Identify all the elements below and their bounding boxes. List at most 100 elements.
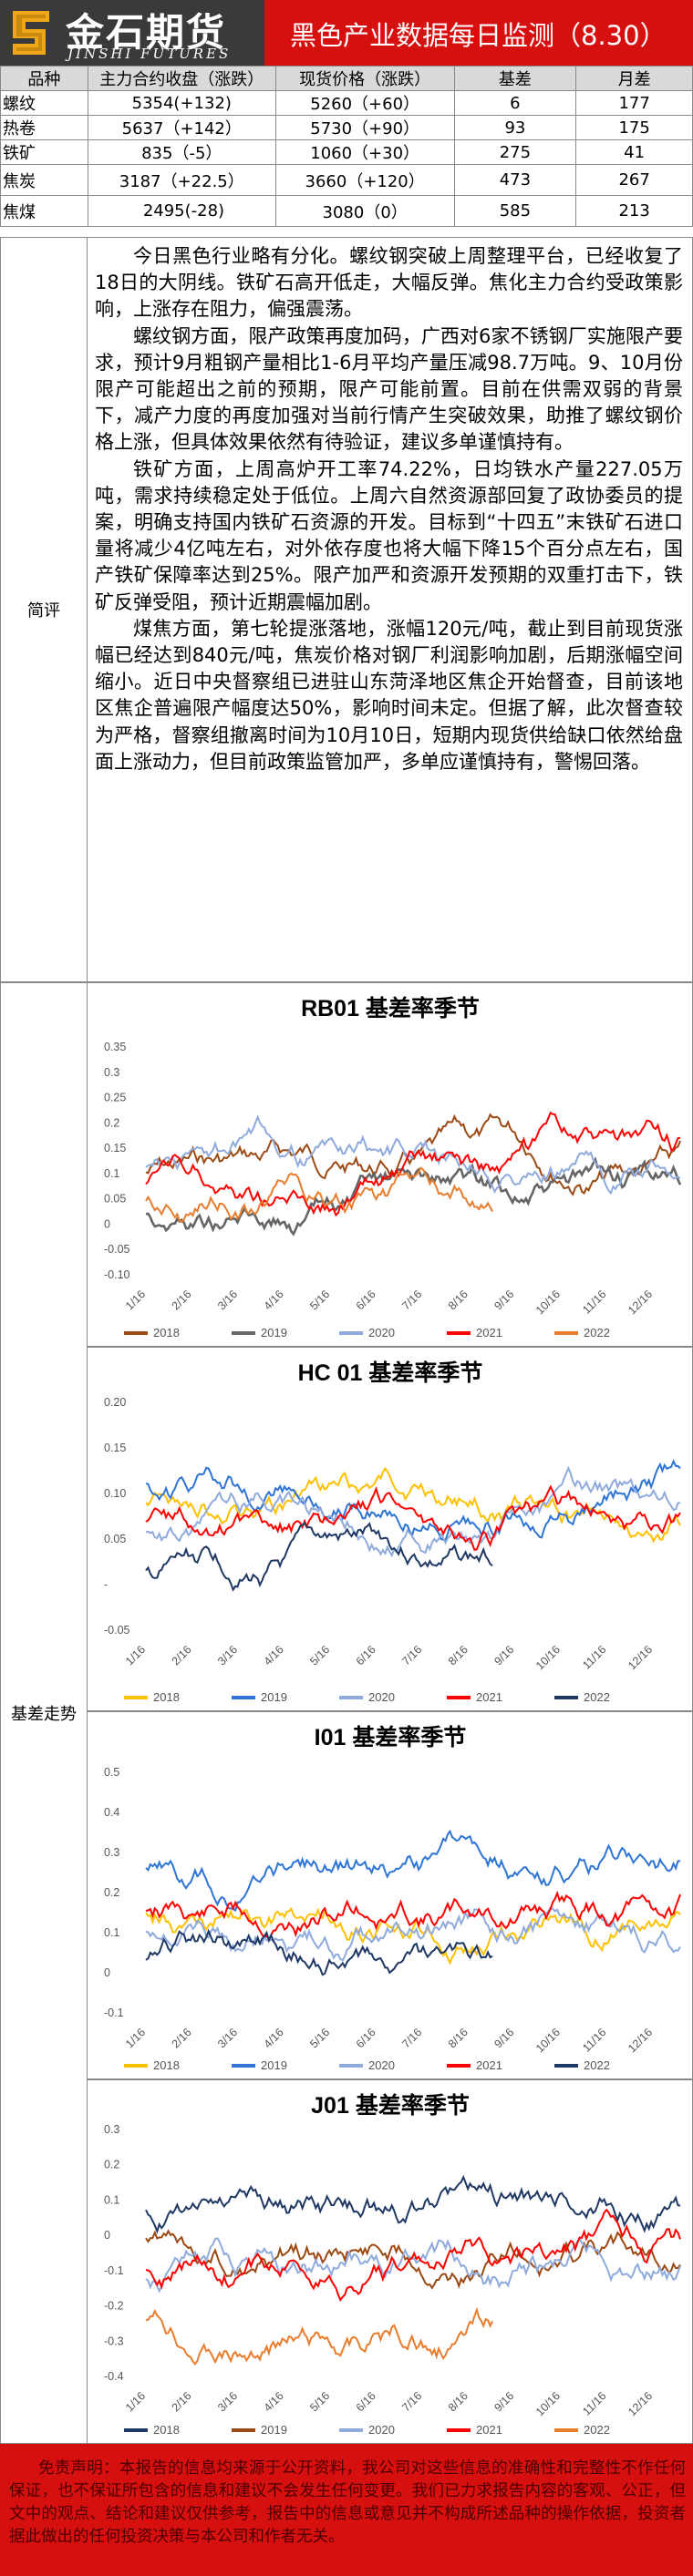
y-tick-label: 0.3 [104, 1846, 119, 1859]
x-tick-label: 8/16 [446, 2026, 471, 2050]
x-tick-label: 8/16 [446, 1643, 471, 1668]
series-line [145, 2208, 681, 2303]
row-basis: 93 [453, 115, 577, 140]
y-tick-label: 0.2 [104, 1116, 119, 1129]
x-tick-label: 8/16 [446, 1288, 471, 1312]
x-tick-label: 10/16 [533, 2026, 563, 2055]
x-tick-label: 4/16 [262, 2389, 286, 2414]
series-line [145, 1156, 682, 1237]
row-spot: 3660（+120） [274, 164, 455, 196]
summary-label: 简评 [0, 237, 88, 982]
table-row: 铁矿 835（-5） 1060（+30） 275 41 [0, 139, 693, 165]
row-close: 835（-5） [87, 139, 276, 165]
y-tick-label: 0.1 [104, 1167, 119, 1180]
row-close: 5354(+132) [87, 90, 276, 116]
y-tick-label: -0.2 [104, 2300, 124, 2313]
x-tick-label: 12/16 [626, 2026, 655, 2055]
y-tick-label: 0.3 [104, 2123, 119, 2136]
row-basis: 275 [453, 139, 577, 165]
row-spread: 175 [575, 115, 693, 140]
row-basis: 585 [453, 195, 577, 227]
x-tick-label: 3/16 [215, 2026, 240, 2050]
row-variety: 螺纹 [0, 90, 88, 116]
legend-label: 2018 [153, 2423, 180, 2437]
chart-title: HC 01 基差率季节 [298, 1360, 483, 1386]
series-line [145, 1466, 681, 1544]
row-variety: 焦煤 [0, 195, 88, 227]
x-tick-label: 2/16 [170, 2026, 194, 2050]
y-tick-label: -0.05 [104, 1243, 130, 1256]
x-tick-label: 3/16 [215, 1643, 240, 1668]
x-tick-label: 9/16 [491, 1643, 516, 1668]
legend-label: 2020 [368, 2423, 395, 2437]
y-tick-label: -0.4 [104, 2370, 124, 2383]
legend-label: 2020 [368, 1326, 395, 1339]
x-tick-label: 7/16 [399, 2389, 424, 2414]
y-tick-label: 0.3 [104, 1066, 119, 1079]
series-line [145, 1928, 493, 1976]
series-line [145, 2174, 681, 2234]
table-row: 螺纹 5354(+132) 5260（+60） 6 177 [0, 90, 693, 116]
summary-paragraph: 铁矿方面，上周高炉开工率74.22%，日均铁水产量227.05万吨，需求持续稳定… [95, 457, 683, 613]
series-line [145, 2306, 493, 2366]
x-tick-label: 8/16 [446, 2389, 471, 2414]
x-tick-label: 1/16 [123, 2389, 148, 2414]
row-spot: 5730（+90） [274, 115, 455, 140]
series-line [145, 2236, 681, 2294]
legend-label: 2020 [368, 1690, 395, 1704]
legend-label: 2019 [261, 2423, 287, 2437]
y-tick-label: 0.20 [104, 1396, 126, 1409]
col-header-spot: 现货价格（涨跌） [274, 66, 455, 91]
x-tick-label: 11/16 [580, 1288, 608, 1316]
x-tick-label: 9/16 [491, 2026, 516, 2050]
chart-svg: J01 基差率季节 0.3 0.2 0.1 0 -0.1 -0.2 -0.3 -0.4 1/16 2… [104, 2092, 681, 2437]
x-tick-label: 10/16 [533, 1643, 563, 1672]
y-tick-label: 0.10 [104, 1487, 126, 1500]
y-tick-label: 0.25 [104, 1092, 126, 1104]
row-spot: 3080（0） [274, 195, 455, 227]
y-tick-label: 0 [104, 1966, 110, 1979]
y-tick-label: -0.3 [104, 2335, 124, 2347]
x-tick-label: 5/16 [307, 1643, 332, 1668]
row-spread: 177 [575, 90, 693, 116]
row-spot: 1060（+30） [274, 139, 455, 165]
x-tick-label: 5/16 [307, 1288, 332, 1312]
x-tick-label: 12/16 [626, 2389, 655, 2418]
x-tick-label: 12/16 [626, 1288, 655, 1317]
row-basis: 6 [453, 90, 577, 116]
series-line [145, 1465, 681, 1558]
y-tick-label: 0.1 [104, 2193, 119, 2206]
legend-label: 2021 [476, 1326, 502, 1339]
x-tick-label: 9/16 [491, 2389, 516, 2414]
jinshi-logo-icon [13, 11, 49, 55]
series-line [145, 1484, 681, 1552]
row-variety: 热卷 [0, 115, 88, 140]
row-close: 2495(-28) [87, 195, 276, 227]
x-tick-label: 7/16 [399, 1288, 424, 1312]
x-tick-label: 11/16 [580, 2026, 608, 2054]
x-tick-label: 6/16 [354, 1643, 378, 1668]
y-tick-label: 0 [104, 1217, 110, 1230]
row-spot: 5260（+60） [274, 90, 455, 116]
y-tick-label: 0.15 [104, 1142, 126, 1155]
table-row: 焦煤 2495(-28) 3080（0） 585 213 [0, 195, 693, 227]
brand-logo: 金石期货 JINSHI FUTURES [0, 0, 264, 66]
chart-j01-basis-rate: J01 基差率季节 0.3 0.2 0.1 0 -0.1 -0.2 -0.3 -0.4 1/16 2… [88, 2079, 693, 2444]
x-tick-label: 1/16 [123, 1643, 148, 1668]
row-spread: 267 [575, 164, 693, 196]
x-tick-label: 3/16 [215, 1288, 240, 1312]
series-line [145, 1906, 681, 1962]
brand-name-cn: 金石期货 [66, 10, 227, 55]
legend-label: 2021 [476, 1690, 502, 1704]
y-tick-label: -0.10 [104, 1268, 130, 1281]
x-tick-label: 2/16 [170, 1288, 194, 1312]
x-tick-label: 3/16 [215, 2389, 240, 2414]
row-close: 3187（+22.5） [87, 164, 276, 196]
legend-label: 2019 [261, 2058, 287, 2072]
x-tick-label: 10/16 [533, 1288, 563, 1317]
x-tick-label: 4/16 [262, 1643, 286, 1668]
x-tick-label: 1/16 [123, 2026, 148, 2050]
brand-name-en: JINSHI FUTURES [67, 46, 232, 62]
x-tick-label: 11/16 [580, 2389, 608, 2417]
